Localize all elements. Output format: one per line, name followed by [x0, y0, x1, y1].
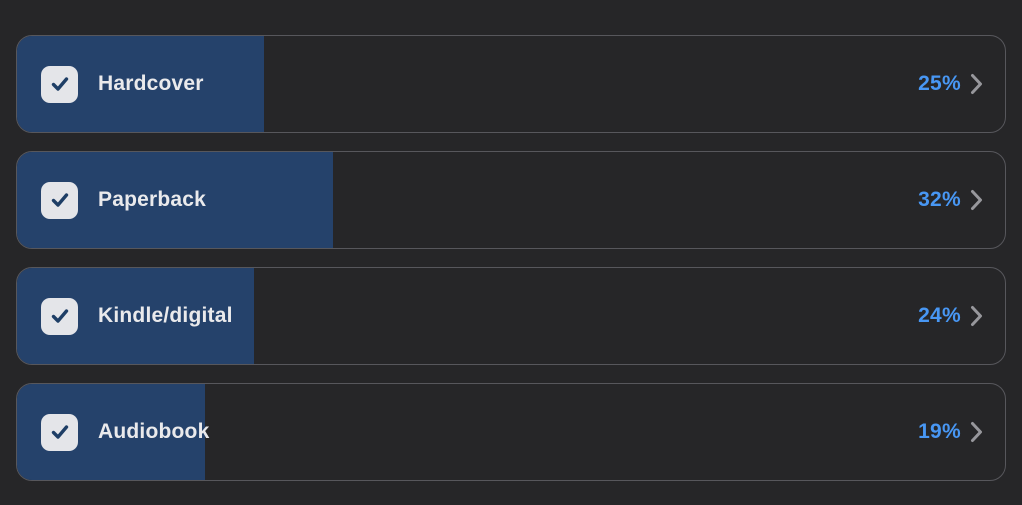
option-label: Kindle/digital: [98, 304, 233, 327]
row-content: Audiobook 19%: [17, 384, 1005, 480]
check-icon: [51, 425, 68, 439]
percent-value: 24%: [918, 304, 961, 327]
checkbox-checked[interactable]: [41, 413, 78, 451]
poll-option-row[interactable]: Kindle/digital 24%: [16, 267, 1006, 365]
checkbox-checked[interactable]: [41, 297, 78, 335]
check-icon: [51, 193, 68, 207]
row-content: Hardcover 25%: [17, 36, 1005, 132]
percent-value: 32%: [918, 188, 961, 211]
chevron-right-icon[interactable]: [970, 73, 983, 95]
check-icon: [51, 77, 68, 91]
checkbox-checked[interactable]: [41, 65, 78, 103]
row-content: Kindle/digital 24%: [17, 268, 1005, 364]
percent-value: 19%: [918, 420, 961, 443]
poll-option-row[interactable]: Paperback 32%: [16, 151, 1006, 249]
chevron-right-icon[interactable]: [970, 421, 983, 443]
check-icon: [51, 309, 68, 323]
option-label: Audiobook: [98, 420, 210, 443]
row-content: Paperback 32%: [17, 152, 1005, 248]
checkbox-checked[interactable]: [41, 181, 78, 219]
chevron-right-icon[interactable]: [970, 189, 983, 211]
chevron-right-icon[interactable]: [970, 305, 983, 327]
poll-option-row[interactable]: Hardcover 25%: [16, 35, 1006, 133]
percent-value: 25%: [918, 72, 961, 95]
option-label: Paperback: [98, 188, 207, 211]
poll-option-row[interactable]: Audiobook 19%: [16, 383, 1006, 481]
option-label: Hardcover: [98, 72, 204, 95]
